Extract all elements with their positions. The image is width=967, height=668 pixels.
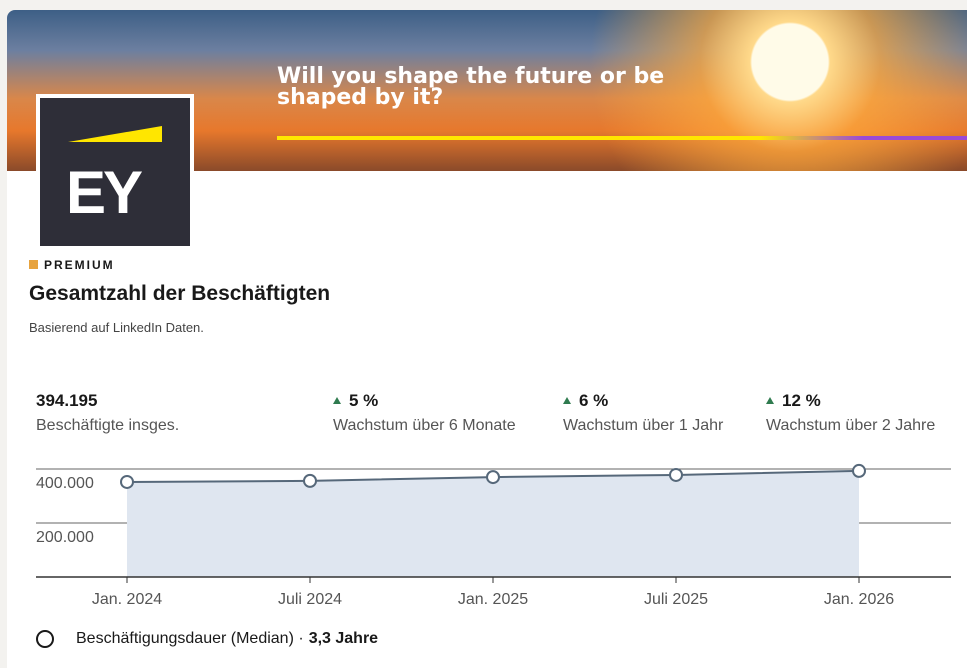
footer-value: 3,3 Jahre <box>309 630 378 648</box>
point <box>121 476 133 488</box>
x-tick-label: Juli 2025 <box>644 591 708 608</box>
x-tick-label: Juli 2024 <box>278 591 342 608</box>
footer: Beschäftigungsdauer (Median) · 3,3 Jahre <box>36 630 378 648</box>
point <box>304 475 316 487</box>
point <box>487 471 499 483</box>
point <box>853 465 865 477</box>
footer-label: Beschäftigungsdauer (Median) · <box>76 630 304 648</box>
area <box>127 471 859 577</box>
y-tick-label: 400.000 <box>36 475 94 492</box>
x-tick-label: Jan. 2026 <box>824 591 894 608</box>
page: Will you shape the future or be shaped b… <box>0 0 967 668</box>
y-tick-label: 200.000 <box>36 529 94 546</box>
x-tick-label: Jan. 2025 <box>458 591 528 608</box>
point <box>670 469 682 481</box>
clock-icon <box>36 630 54 648</box>
chart: 200.000 400.000 Jan. 2024 Juli 2024 Jan. 202… <box>0 0 967 620</box>
x-tick-label: Jan. 2024 <box>92 591 162 608</box>
